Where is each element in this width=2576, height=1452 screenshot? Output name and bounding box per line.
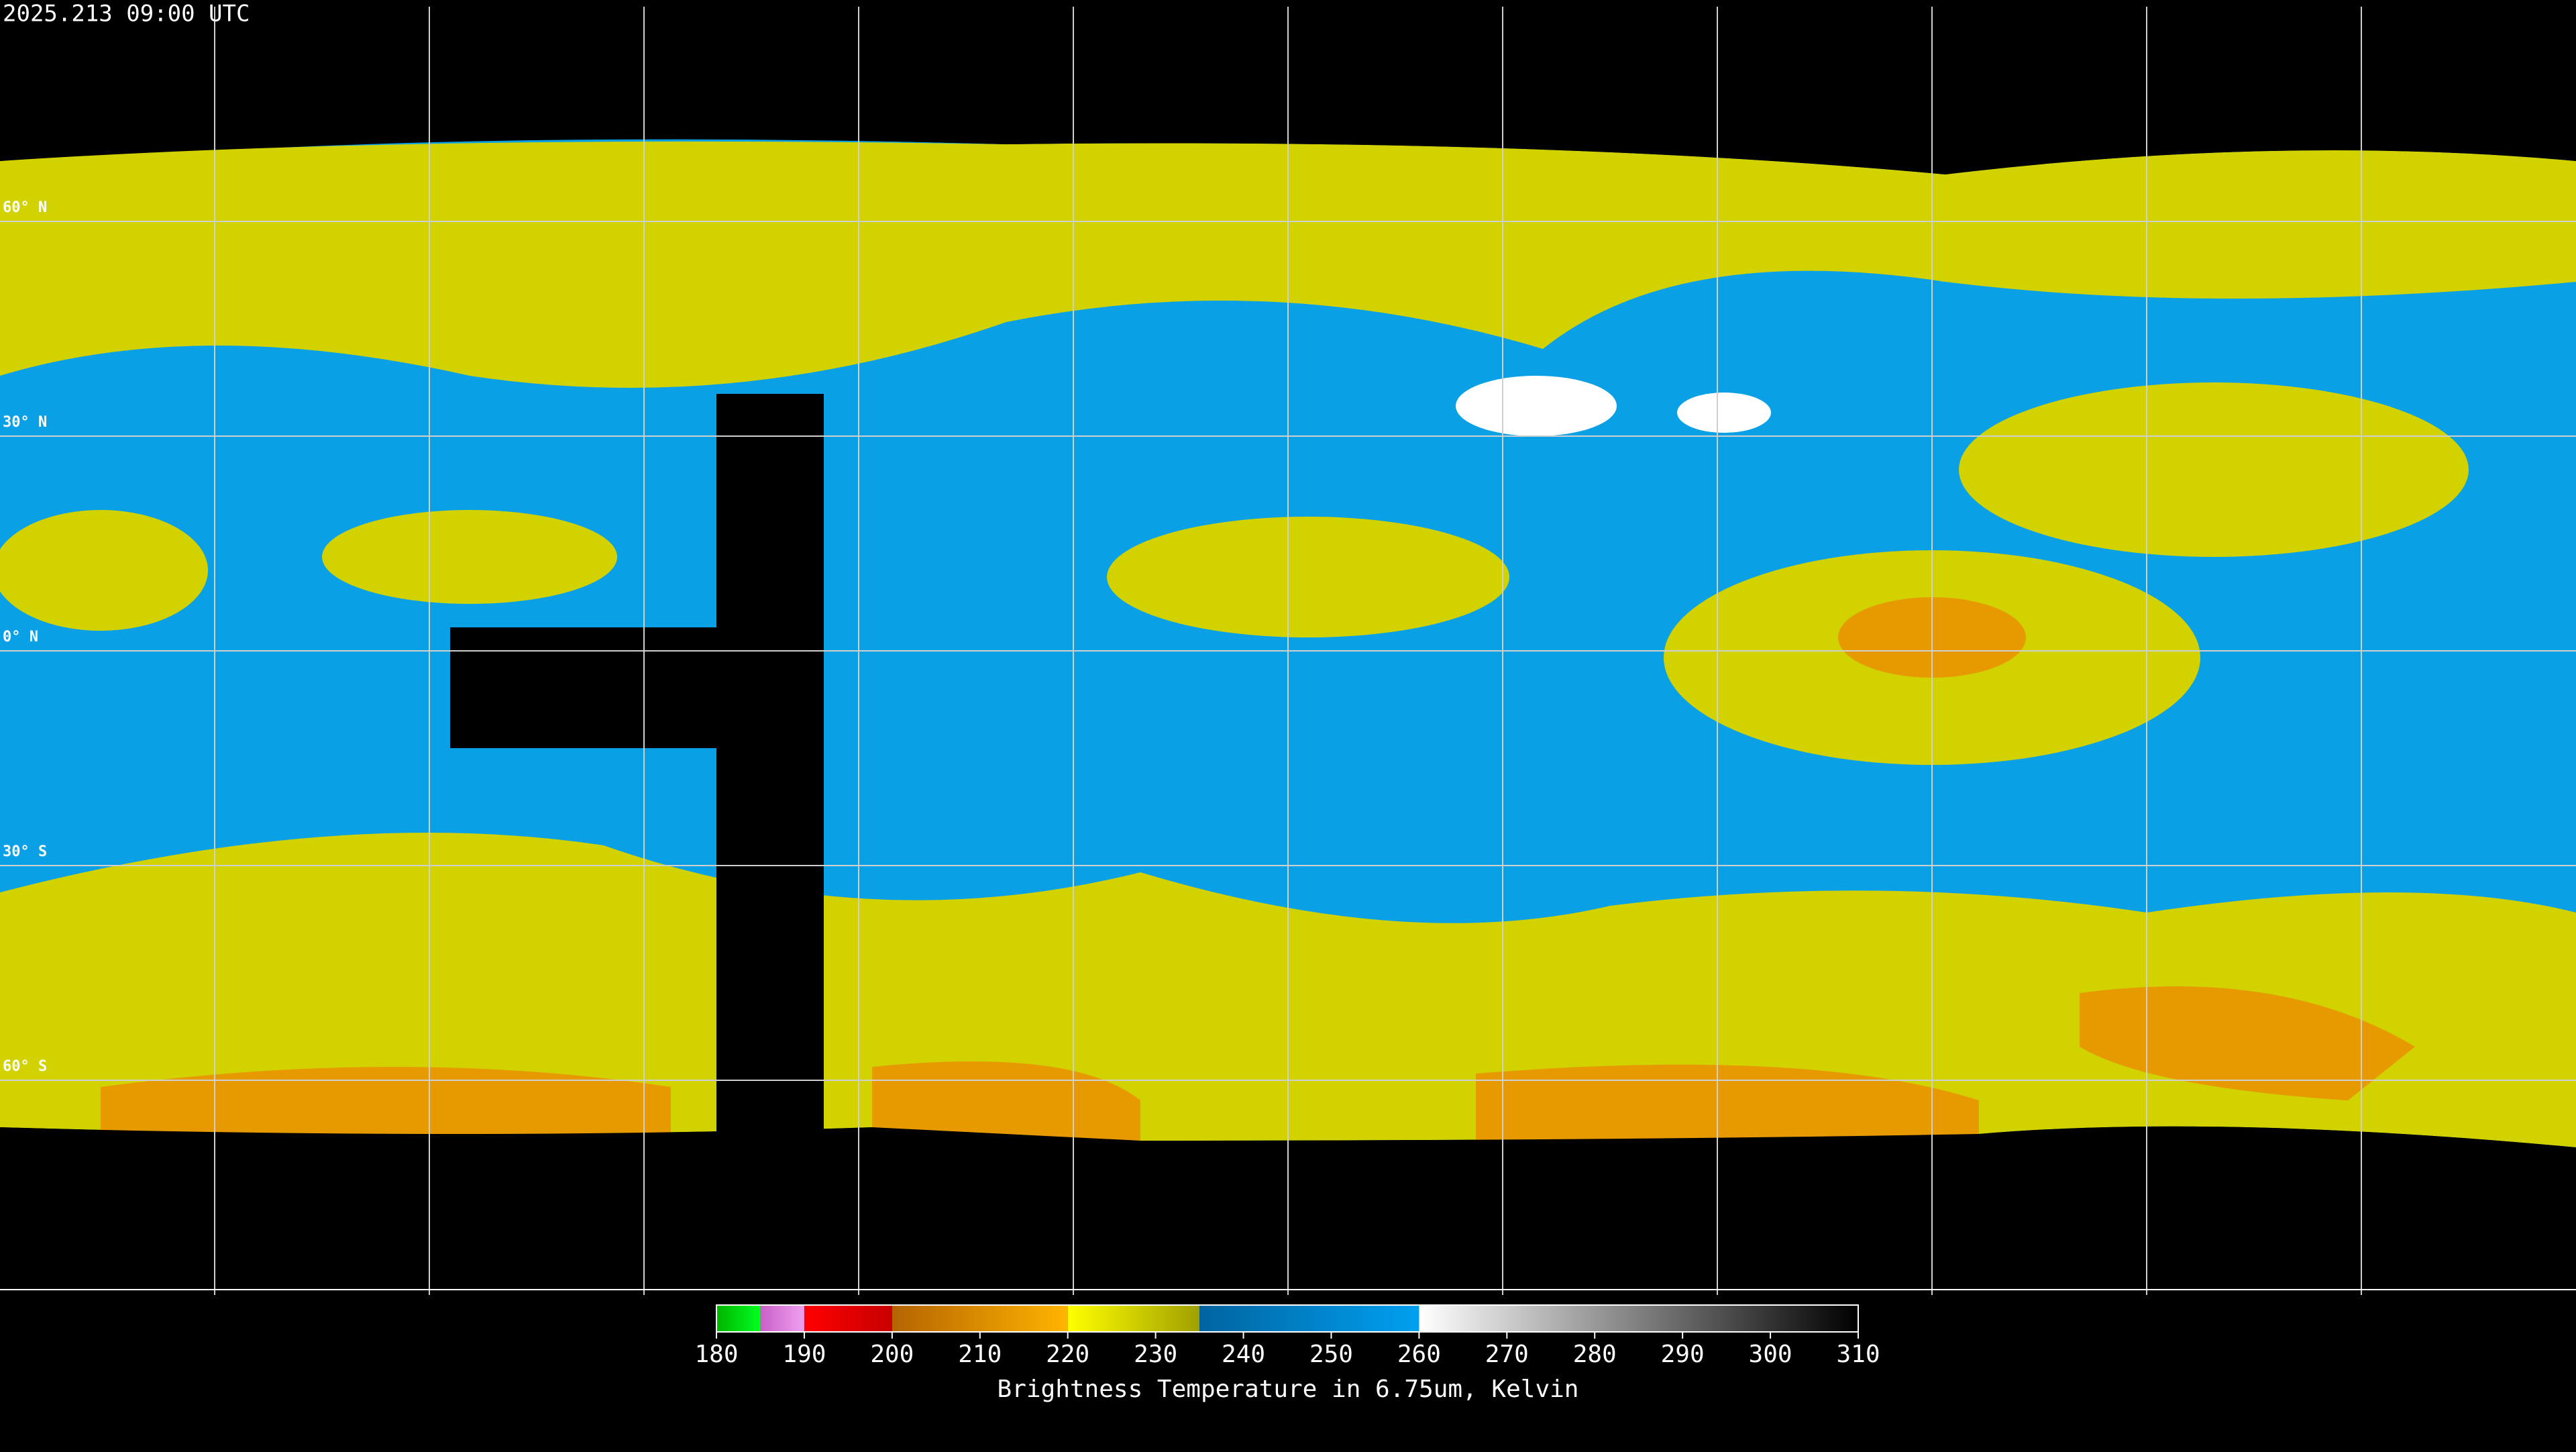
colorbar-tick-label: 290 <box>1661 1341 1705 1368</box>
colorbar-tick-label: 190 <box>782 1341 826 1368</box>
mexico-convection <box>322 510 617 604</box>
colorbar: 180 190 200 210 220 230 240 250 260 270 280 290 300 3… <box>694 1304 1880 1368</box>
africa-convection <box>1107 517 1509 637</box>
pacific-convection <box>0 510 208 631</box>
latitude-label: 60° S <box>3 1058 47 1075</box>
latitude-label: 30° S <box>3 843 47 860</box>
latitude-label: 60° N <box>3 199 47 216</box>
colorbar-segment <box>1067 1305 1200 1332</box>
latitude-label: 0° N <box>3 629 38 645</box>
colorbar-segment <box>1419 1305 1858 1332</box>
missing-data <box>450 627 718 748</box>
colorbar-tick-label: 260 <box>1397 1341 1441 1368</box>
colorbar-tick-label: 300 <box>1749 1341 1792 1368</box>
colorbar-tick-label: 220 <box>1046 1341 1089 1368</box>
colorbar-tick-label: 200 <box>870 1341 914 1368</box>
missing-data <box>716 394 824 1134</box>
colorbar-segment <box>804 1305 892 1332</box>
colorbar-segment <box>716 1305 761 1332</box>
dry-region <box>1456 376 1617 436</box>
graticule <box>0 7 2576 1295</box>
colorbar-tick-label: 230 <box>1134 1341 1177 1368</box>
colorbar-segment <box>1199 1305 1419 1332</box>
colorbar-tick-label: 210 <box>958 1341 1002 1368</box>
west-pacific-convection <box>1959 382 2469 557</box>
colorbar-tick-label: 240 <box>1222 1341 1265 1368</box>
dry-region <box>1677 393 1771 433</box>
colorbar-tick-label: 310 <box>1836 1341 1880 1368</box>
colorbar-segment <box>760 1305 804 1332</box>
cold-cloud-regions <box>101 986 2415 1141</box>
colorbar-tick-label: 270 <box>1485 1341 1529 1368</box>
colorbar-frame <box>716 1304 1859 1333</box>
latitude-labels: 60° N 30° N 0° N 30° S 60° S <box>3 199 47 1075</box>
latitude-label: 30° N <box>3 414 47 431</box>
colorbar-tick-label: 280 <box>1573 1341 1617 1368</box>
colorbar-tick-label: 250 <box>1309 1341 1353 1368</box>
colorbar-tick-label: 180 <box>694 1341 738 1368</box>
colorbar-segment <box>892 1305 1068 1332</box>
timestamp: 2025.213 09:00 UTC <box>3 1 250 28</box>
colorbar-title: Brightness Temperature in 6.75um, Kelvin <box>998 1376 1579 1403</box>
